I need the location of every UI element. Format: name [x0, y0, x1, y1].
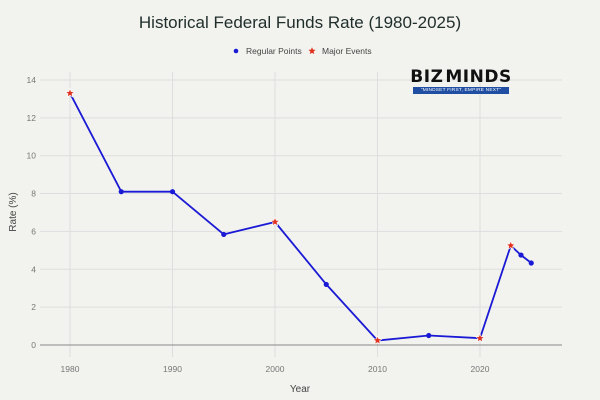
- x-tick-label: 2010: [368, 364, 387, 374]
- grid: [40, 72, 562, 357]
- data-markers: [64, 87, 534, 345]
- major-event-star-icon: [64, 87, 76, 98]
- major-event-star-icon: [474, 332, 486, 343]
- legend-label-regular: Regular Points: [246, 46, 302, 56]
- y-tick-label: 0: [31, 340, 36, 350]
- y-axis-label: Rate (%): [8, 192, 19, 231]
- logo-wordmark: BIZ MINDS: [410, 67, 512, 87]
- y-tick-label: 4: [31, 264, 36, 274]
- regular-point-marker: [426, 332, 432, 339]
- y-tick-label: 12: [27, 113, 37, 123]
- regular-point-marker: [528, 260, 534, 266]
- legend-star-icon: [308, 47, 316, 55]
- regular-point-marker: [118, 189, 124, 195]
- y-tick-label: 6: [31, 226, 36, 236]
- regular-point-marker: [169, 189, 176, 195]
- x-tick-label: 2000: [266, 364, 285, 374]
- regular-point-marker: [323, 281, 329, 288]
- chart-title: Historical Federal Funds Rate (1980-2025…: [139, 13, 461, 32]
- regular-point-marker: [518, 252, 524, 258]
- major-event-star-icon: [269, 216, 281, 227]
- regular-point-marker: [221, 231, 227, 238]
- logo-tagline: "MINDSET FIRST, EMPIRE NEXT": [413, 87, 509, 94]
- bizminds-logo: BIZ MINDS "MINDSET FIRST, EMPIRE NEXT": [410, 67, 512, 98]
- x-axis-label: Year: [290, 384, 311, 395]
- y-tick-label: 2: [31, 302, 36, 312]
- x-tick-label: 1990: [163, 364, 182, 374]
- major-event-star-icon: [372, 335, 383, 345]
- x-tick-label: 2020: [471, 364, 490, 374]
- y-tick-label: 14: [27, 75, 37, 85]
- legend: Regular Points Major Events: [233, 46, 372, 56]
- legend-circle-icon: [233, 48, 239, 54]
- logo-word-left: BIZ: [410, 67, 444, 87]
- rate-line: [69, 92, 532, 342]
- legend-label-events: Major Events: [322, 46, 372, 56]
- y-tick-label: 8: [31, 189, 36, 199]
- major-event-star-icon: [505, 240, 516, 250]
- y-axis-ticks: 0 2 4 6 8 10 12 14: [27, 75, 37, 350]
- y-tick-label: 10: [27, 151, 37, 161]
- x-tick-label: 1980: [61, 364, 80, 374]
- logo-word-right: MINDS: [445, 67, 512, 87]
- x-axis-ticks: 1980 1990 2000 2010 2020: [61, 364, 490, 374]
